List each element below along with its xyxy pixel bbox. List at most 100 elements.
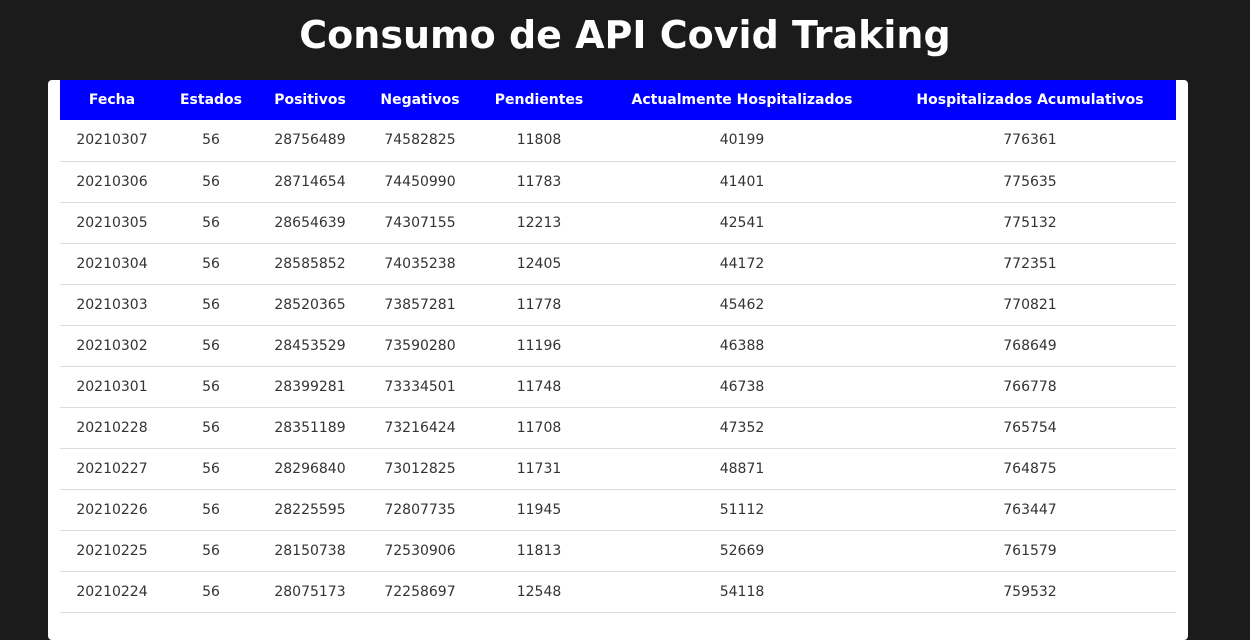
cell-estados: 56 bbox=[164, 202, 258, 244]
cell-positivos: 28075173 bbox=[258, 571, 362, 613]
cell-pendientes: 11945 bbox=[478, 489, 600, 531]
cell-positivos: 28714654 bbox=[258, 161, 362, 203]
cell-fecha: 20210306 bbox=[60, 161, 164, 203]
cell-actualmente-hospitalizados: 54118 bbox=[600, 571, 884, 613]
cell-hospitalizados-acumulativos: 764875 bbox=[884, 448, 1176, 490]
cell-actualmente-hospitalizados: 47352 bbox=[600, 407, 884, 449]
cell-estados: 56 bbox=[164, 407, 258, 449]
cell-positivos: 28585852 bbox=[258, 243, 362, 285]
table-card: Fecha Estados Positivos Negativos Pendie… bbox=[48, 80, 1188, 640]
cell-positivos: 28399281 bbox=[258, 366, 362, 408]
header-hospitalizados-acumulativos: Hospitalizados Acumulativos bbox=[916, 92, 1144, 108]
cell-hospitalizados-acumulativos: 759532 bbox=[884, 571, 1176, 613]
cell-hospitalizados-acumulativos: 761579 bbox=[884, 530, 1176, 572]
cell-estados: 56 bbox=[164, 284, 258, 326]
cell-hospitalizados-acumulativos: 770821 bbox=[884, 284, 1176, 326]
cell-negativos: 73334501 bbox=[362, 366, 478, 408]
cell-estados: 56 bbox=[164, 325, 258, 367]
cell-actualmente-hospitalizados: 48871 bbox=[600, 448, 884, 490]
table-row: 20210302 56 28453529 73590280 11196 46388 7686… bbox=[60, 325, 1176, 367]
cell-pendientes: 11748 bbox=[478, 366, 600, 408]
table-row: 20210307 56 28756489 74582825 11808 40199 7763… bbox=[60, 120, 1176, 162]
cell-actualmente-hospitalizados: 41401 bbox=[600, 161, 884, 203]
table-row: 20210228 56 28351189 73216424 11708 47352 7657… bbox=[60, 407, 1176, 449]
header-negativos: Negativos bbox=[380, 92, 460, 108]
cell-pendientes: 11708 bbox=[478, 407, 600, 449]
cell-estados: 56 bbox=[164, 489, 258, 531]
cell-negativos: 74307155 bbox=[362, 202, 478, 244]
cell-estados: 56 bbox=[164, 243, 258, 285]
cell-negativos: 74582825 bbox=[362, 120, 478, 162]
cell-hospitalizados-acumulativos: 775132 bbox=[884, 202, 1176, 244]
table-body: 20210307 56 28756489 74582825 11808 40199 7763… bbox=[60, 120, 1176, 613]
table-row: 20210224 56 28075173 72258697 12548 54118 7595… bbox=[60, 571, 1176, 613]
cell-estados: 56 bbox=[164, 161, 258, 203]
cell-positivos: 28654639 bbox=[258, 202, 362, 244]
header-pendientes: Pendientes bbox=[494, 92, 584, 108]
cell-estados: 56 bbox=[164, 530, 258, 572]
cell-fecha: 20210227 bbox=[60, 448, 164, 490]
cell-actualmente-hospitalizados: 46388 bbox=[600, 325, 884, 367]
cell-positivos: 28150738 bbox=[258, 530, 362, 572]
cell-pendientes: 11783 bbox=[478, 161, 600, 203]
cell-pendientes: 11778 bbox=[478, 284, 600, 326]
cell-hospitalizados-acumulativos: 766778 bbox=[884, 366, 1176, 408]
cell-fecha: 20210228 bbox=[60, 407, 164, 449]
page-title: Consumo de API Covid Traking bbox=[299, 13, 951, 57]
cell-actualmente-hospitalizados: 45462 bbox=[600, 284, 884, 326]
header-positivos: Positivos bbox=[274, 92, 346, 108]
cell-positivos: 28756489 bbox=[258, 120, 362, 162]
cell-fecha: 20210226 bbox=[60, 489, 164, 531]
cell-positivos: 28296840 bbox=[258, 448, 362, 490]
cell-actualmente-hospitalizados: 42541 bbox=[600, 202, 884, 244]
cell-fecha: 20210302 bbox=[60, 325, 164, 367]
cell-pendientes: 11808 bbox=[478, 120, 600, 162]
cell-negativos: 72530906 bbox=[362, 530, 478, 572]
table-row: 20210226 56 28225595 72807735 11945 51112 7634… bbox=[60, 489, 1176, 531]
cell-fecha: 20210303 bbox=[60, 284, 164, 326]
cell-negativos: 73012825 bbox=[362, 448, 478, 490]
cell-actualmente-hospitalizados: 52669 bbox=[600, 530, 884, 572]
cell-pendientes: 11196 bbox=[478, 325, 600, 367]
cell-fecha: 20210307 bbox=[60, 120, 164, 162]
cell-negativos: 73590280 bbox=[362, 325, 478, 367]
cell-negativos: 74450990 bbox=[362, 161, 478, 203]
cell-estados: 56 bbox=[164, 120, 258, 162]
cell-negativos: 72258697 bbox=[362, 571, 478, 613]
cell-actualmente-hospitalizados: 46738 bbox=[600, 366, 884, 408]
cell-estados: 56 bbox=[164, 571, 258, 613]
cell-pendientes: 12548 bbox=[478, 571, 600, 613]
cell-estados: 56 bbox=[164, 366, 258, 408]
cell-negativos: 72807735 bbox=[362, 489, 478, 531]
table-row: 20210306 56 28714654 74450990 11783 41401 7756… bbox=[60, 161, 1176, 203]
cell-fecha: 20210225 bbox=[60, 530, 164, 572]
cell-fecha: 20210304 bbox=[60, 243, 164, 285]
cell-negativos: 73857281 bbox=[362, 284, 478, 326]
table-row: 20210304 56 28585852 74035238 12405 44172 7723… bbox=[60, 243, 1176, 285]
cell-hospitalizados-acumulativos: 776361 bbox=[884, 120, 1176, 162]
cell-fecha: 20210224 bbox=[60, 571, 164, 613]
cell-actualmente-hospitalizados: 40199 bbox=[600, 120, 884, 162]
cell-negativos: 74035238 bbox=[362, 243, 478, 285]
cell-negativos: 73216424 bbox=[362, 407, 478, 449]
cell-fecha: 20210305 bbox=[60, 202, 164, 244]
table-row: 20210305 56 28654639 74307155 12213 42541 7751… bbox=[60, 202, 1176, 244]
table-header: Fecha Estados Positivos Negativos Pendie… bbox=[60, 80, 1176, 120]
header-actualmente-hospitalizados: Actualmente Hospitalizados bbox=[631, 92, 853, 108]
cell-positivos: 28520365 bbox=[258, 284, 362, 326]
table-row: 20210225 56 28150738 72530906 11813 52669 7615… bbox=[60, 530, 1176, 572]
cell-hospitalizados-acumulativos: 765754 bbox=[884, 407, 1176, 449]
cell-pendientes: 12213 bbox=[478, 202, 600, 244]
table-row: 20210227 56 28296840 73012825 11731 48871 7648… bbox=[60, 448, 1176, 490]
cell-positivos: 28453529 bbox=[258, 325, 362, 367]
header-fecha: Fecha bbox=[88, 92, 136, 108]
cell-pendientes: 12405 bbox=[478, 243, 600, 285]
cell-pendientes: 11813 bbox=[478, 530, 600, 572]
header-estados: Estados bbox=[179, 92, 242, 108]
cell-positivos: 28225595 bbox=[258, 489, 362, 531]
cell-hospitalizados-acumulativos: 775635 bbox=[884, 161, 1176, 203]
covid-data-table: Fecha Estados Positivos Negativos Pendie… bbox=[60, 80, 1176, 613]
cell-estados: 56 bbox=[164, 448, 258, 490]
table-row: 20210301 56 28399281 73334501 11748 46738 7667… bbox=[60, 366, 1176, 408]
cell-actualmente-hospitalizados: 51112 bbox=[600, 489, 884, 531]
